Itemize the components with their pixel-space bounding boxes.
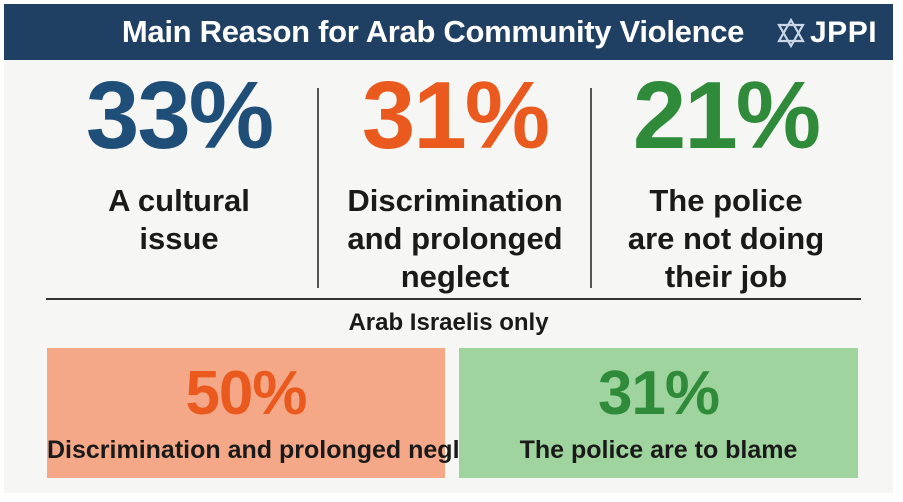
chart-title: Main Reason for Arab Community Violence bbox=[121, 14, 745, 49]
header-bar: Main Reason for Arab Community Violence … bbox=[4, 4, 893, 60]
vertical-divider bbox=[317, 88, 319, 288]
box-police-blame: 31% The police are to blame bbox=[459, 348, 858, 478]
stat-label-line: issue bbox=[139, 221, 219, 256]
stat-label-line: and prolonged bbox=[347, 221, 563, 256]
box-label: Discrimination and prolonged neglect bbox=[47, 436, 496, 464]
stat-label-line: neglect bbox=[400, 259, 510, 294]
stat-label: The police are not doing their job bbox=[596, 182, 856, 296]
vertical-divider bbox=[590, 88, 592, 288]
infographic: Main Reason for Arab Community Violence … bbox=[4, 4, 893, 493]
stat-discrimination: 31% Discrimination and prolonged neglect bbox=[324, 64, 586, 296]
stat-label-line: Discrimination bbox=[347, 183, 563, 218]
box-percent: 50% bbox=[185, 359, 307, 428]
stat-cultural-issue: 33% A cultural issue bbox=[44, 64, 314, 258]
stat-label-line: A cultural bbox=[108, 183, 250, 218]
stat-percent: 31% bbox=[361, 62, 550, 169]
stat-label: Discrimination and prolonged neglect bbox=[324, 182, 586, 296]
horizontal-divider bbox=[46, 298, 861, 300]
section-subheading: Arab Israelis only bbox=[348, 309, 549, 336]
logo-text: JPPI bbox=[810, 16, 878, 49]
stat-label: A cultural issue bbox=[44, 182, 314, 258]
stat-label-line: their job bbox=[664, 259, 788, 294]
box-percent: 31% bbox=[597, 359, 720, 428]
stat-police: 21% The police are not doing their job bbox=[596, 64, 856, 296]
jppi-logo: JPPI bbox=[776, 16, 877, 50]
star-of-david-logo-icon bbox=[777, 18, 805, 48]
stat-label-line: The police bbox=[649, 183, 803, 218]
box-discrimination: 50% Discrimination and prolonged neglect bbox=[47, 348, 496, 478]
stat-label-line: are not doing bbox=[627, 221, 825, 256]
stat-percent: 21% bbox=[632, 62, 821, 169]
box-label: The police are to blame bbox=[519, 436, 798, 464]
stat-percent: 33% bbox=[85, 62, 274, 169]
